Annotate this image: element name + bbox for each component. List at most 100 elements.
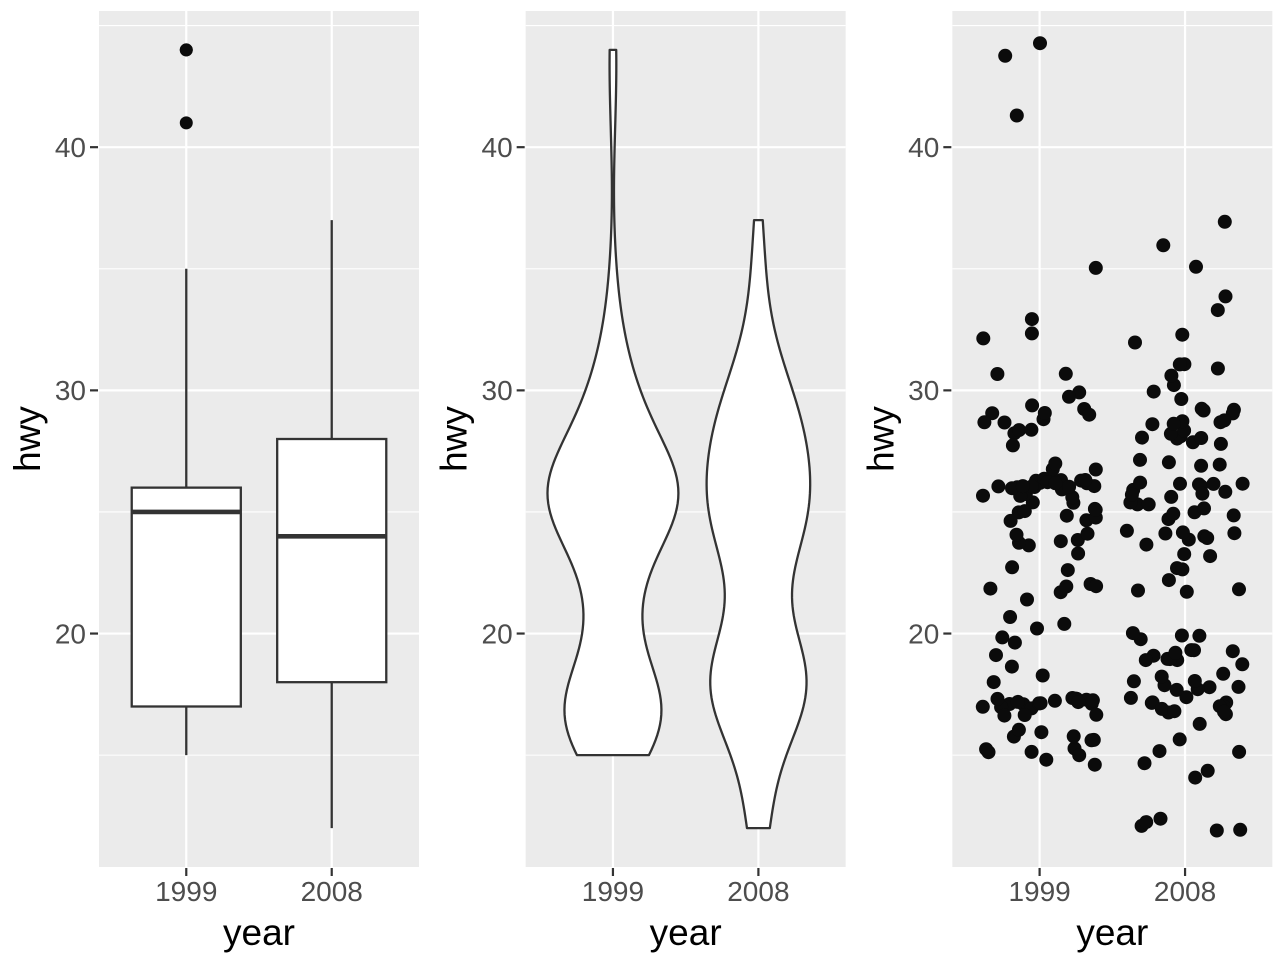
jitter-point [1124,487,1139,502]
jitter-point [1172,732,1187,747]
jitter-point [1058,366,1073,381]
jitter-point [1033,36,1047,51]
jitter-point [1057,616,1072,631]
jitter-point [990,367,1005,381]
jitter-point [1145,417,1160,432]
jitter-point [1062,389,1076,404]
jitter-point [1037,406,1052,420]
jitter-point [1071,546,1086,561]
y-tick-label: 40 [55,132,86,163]
jitter-point [1059,579,1074,594]
x-tick-label: 2008 [727,876,789,907]
jitter-point [1206,476,1221,491]
x-tick-label: 1999 [155,876,217,907]
jitter-point [1166,416,1181,431]
jitter-point [1123,690,1138,705]
jitter-point [1154,669,1169,684]
jitter-point [1066,729,1081,744]
jitter-point [1194,401,1209,416]
jitter-point [995,630,1010,645]
jitter-point [1078,473,1093,487]
jitter-point [1017,504,1032,519]
jitter-point [1015,479,1030,494]
jitter-point [1232,582,1246,597]
jitter-point [1175,525,1190,540]
jitter-point [1048,456,1063,471]
jitter-point [997,708,1012,723]
jitter-point [977,415,992,430]
jitter-point [1225,644,1240,659]
box [276,437,388,684]
jitter-point [983,581,998,596]
jitter-point [1089,707,1104,722]
jitter-point [1194,458,1209,473]
jitter-point [975,699,990,714]
y-tick-label: 30 [55,375,86,406]
jitter-point [1089,579,1104,594]
jitter-point [1218,289,1233,304]
jitter-point [1005,560,1020,575]
jitter-point [1128,335,1142,350]
jitter-point [1007,635,1022,650]
jitter-point [1125,626,1140,641]
jitter-point [1235,476,1250,491]
jitter-point [1169,682,1184,697]
jitter-point [1213,436,1228,451]
jitter-point [1010,694,1025,709]
x-tick-label: 2008 [301,876,363,907]
jitter-point [1003,513,1018,528]
jitter-point [1135,430,1149,445]
jitter-point [1039,752,1054,767]
jitter-point [1062,479,1077,494]
jitter-point [1202,680,1217,695]
jitter-point [1172,357,1187,372]
jitter-point [1024,312,1039,327]
jitter-point [1232,744,1247,759]
jitter-point [1177,547,1192,562]
x-tick-label: 2008 [1154,876,1216,907]
jitter-point [1131,583,1145,598]
jitter-point [985,406,1000,421]
violin-outline [705,218,812,830]
jitter-point [1088,462,1103,477]
jitter-point [1235,657,1250,672]
y-tick-label: 20 [908,618,939,649]
jitter-point [1146,384,1161,399]
jitter-point [1166,506,1181,521]
jitter-point [1210,361,1225,376]
jitter-point [1233,822,1248,837]
jitter-point [1210,303,1225,318]
jitter-point [1203,549,1218,564]
y-tick-label: 40 [482,132,513,163]
jitter-point [986,675,1001,690]
jitter-point [1231,679,1246,694]
jitter-point [1217,413,1232,428]
jitter-point [1226,508,1241,523]
jitter-point [1005,481,1019,496]
jitter-point [1137,756,1152,771]
jitter-point [1088,502,1103,517]
jitter-point [1195,486,1210,501]
jitter-point [1024,744,1039,759]
jitter-point [1192,628,1207,643]
jitter-point [1119,523,1134,538]
jitter-point [1133,452,1147,467]
jitter-point [1025,398,1040,413]
jitter-point [1048,476,1063,491]
jitter-point [990,691,1005,706]
jitter-point [998,48,1013,63]
x-tick-label: 1999 [582,876,644,907]
jitter-point [1034,725,1049,740]
jitter-point [1126,674,1141,689]
jitter-point [1217,704,1231,719]
jitter-point [1164,368,1179,383]
jitter-point [976,488,990,503]
jitter-point [1189,259,1203,274]
y-tick-label: 30 [482,375,513,406]
jitter-point [1141,497,1156,512]
